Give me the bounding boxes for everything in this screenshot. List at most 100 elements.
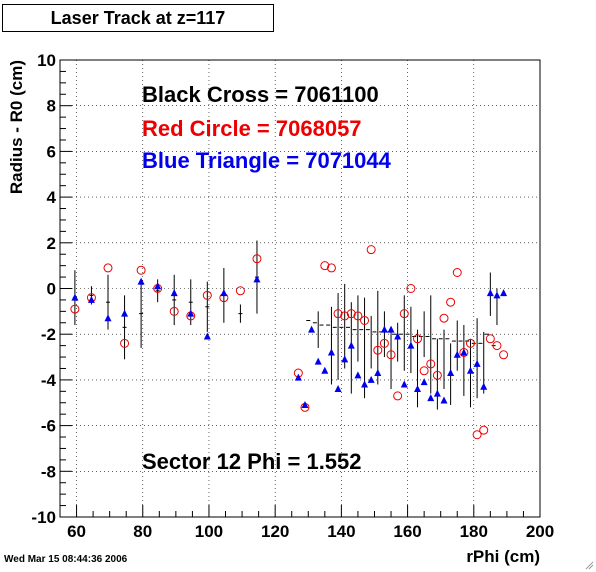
circle-marker <box>252 254 262 264</box>
triangle-marker <box>460 348 468 356</box>
triangle-marker <box>321 366 329 374</box>
triangle-marker <box>427 394 435 402</box>
circle-marker <box>373 345 383 355</box>
triangle-marker <box>486 289 494 297</box>
triangle-marker <box>480 382 488 390</box>
x-tick-label: 140 <box>327 522 355 541</box>
annotation-label: Red Circle = 7068057 <box>142 116 362 141</box>
annotation-label: Blue Triangle = 7071044 <box>142 148 392 173</box>
circle-marker <box>413 334 423 344</box>
triangle-marker <box>327 348 335 356</box>
triangle-marker <box>87 295 95 303</box>
triangle-marker <box>447 369 455 377</box>
triangle-marker <box>433 389 441 397</box>
triangle-marker <box>341 355 349 363</box>
circle-marker <box>393 391 403 401</box>
triangle-marker <box>466 366 474 374</box>
circle-marker <box>472 430 482 440</box>
circle-marker <box>360 315 370 325</box>
circle-marker <box>70 304 80 314</box>
triangle-marker <box>347 341 355 349</box>
resize-handle-icon[interactable] <box>584 560 594 570</box>
triangle-marker <box>121 309 129 317</box>
triangle-marker <box>354 371 362 379</box>
triangle-marker <box>473 359 481 367</box>
circle-marker <box>499 350 509 360</box>
triangle-marker <box>203 332 211 340</box>
y-tick-label: -10 <box>31 508 56 527</box>
circle-marker <box>366 245 376 255</box>
x-axis-label: rPhi (cm) <box>466 547 540 566</box>
triangle-marker <box>374 369 382 377</box>
y-tick-label: -4 <box>41 371 57 390</box>
triangle-marker <box>493 291 501 299</box>
circle-marker <box>399 309 409 319</box>
circle-marker <box>446 297 456 307</box>
circle-marker <box>406 284 416 293</box>
x-tick-label: 80 <box>133 522 152 541</box>
y-tick-label: 6 <box>47 142 56 161</box>
circle-marker <box>492 341 502 351</box>
y-tick-label: 2 <box>47 234 56 253</box>
triangle-marker <box>367 375 375 383</box>
triangle-marker <box>361 380 369 388</box>
circle-marker <box>353 311 363 321</box>
circle-marker <box>326 263 336 273</box>
y-tick-label: 4 <box>47 188 57 207</box>
triangle-marker <box>253 275 261 283</box>
x-tick-label: 200 <box>526 522 554 541</box>
triangle-marker <box>137 277 145 285</box>
triangle-marker <box>170 289 178 297</box>
x-tick-label: 120 <box>261 522 289 541</box>
circle-marker <box>333 309 343 319</box>
circle-marker <box>136 265 146 275</box>
triangle-marker <box>414 385 422 393</box>
triangle-marker <box>453 350 461 358</box>
timestamp-label: Wed Mar 15 08:44:36 2006 <box>4 554 128 565</box>
triangle-marker <box>400 380 408 388</box>
y-tick-label: -2 <box>41 325 56 344</box>
circle-marker <box>465 338 475 348</box>
triangle-marker <box>154 282 162 290</box>
triangle-marker <box>314 357 322 365</box>
x-tick-label: 180 <box>460 522 488 541</box>
circle-marker <box>386 350 396 360</box>
triangle-marker <box>334 385 342 393</box>
triangle-marker <box>308 325 316 333</box>
x-tick-label: 100 <box>195 522 223 541</box>
triangle-marker <box>387 325 395 333</box>
triangle-marker <box>440 396 448 404</box>
triangle-marker <box>187 309 195 317</box>
x-tick-label: 60 <box>67 522 86 541</box>
circle-marker <box>202 290 212 300</box>
triangle-marker <box>71 293 79 301</box>
circle-marker <box>340 311 350 321</box>
circle-marker <box>439 313 449 323</box>
triangle-marker <box>220 289 228 297</box>
plot-title: Laser Track at z=117 <box>50 7 226 28</box>
y-tick-label: 8 <box>47 97 56 116</box>
y-tick-label: -8 <box>41 462 56 481</box>
triangle-marker <box>380 325 388 333</box>
plot-title-box: Laser Track at z=117 <box>2 4 274 32</box>
circle-marker <box>419 366 429 376</box>
annotation-label: Black Cross = 7061100 <box>142 82 379 107</box>
y-tick-label: 0 <box>47 280 56 299</box>
triangle-marker <box>500 289 508 297</box>
x-tick-label: 160 <box>393 522 421 541</box>
circle-marker <box>169 306 179 316</box>
circle-marker <box>479 425 489 435</box>
triangle-marker <box>104 314 112 322</box>
circle-marker <box>120 338 130 348</box>
annotation-label: Sector 12 Phi = 1.552 <box>142 449 362 474</box>
triangle-marker <box>407 341 415 349</box>
circle-marker <box>452 268 462 278</box>
circle-marker <box>235 286 245 296</box>
triangle-marker <box>301 401 309 409</box>
y-tick-label: 10 <box>37 51 56 70</box>
triangle-marker <box>294 373 302 381</box>
circle-marker <box>379 338 389 348</box>
triangle-marker <box>420 378 428 386</box>
circle-marker <box>485 334 495 344</box>
